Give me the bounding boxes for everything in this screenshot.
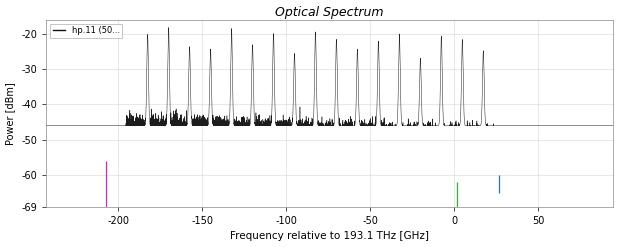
X-axis label: Frequency relative to 193.1 THz [GHz]: Frequency relative to 193.1 THz [GHz]: [230, 231, 429, 242]
Title: Optical Spectrum: Optical Spectrum: [275, 5, 384, 19]
Legend: hp.11 (50...: hp.11 (50...: [50, 24, 123, 38]
Y-axis label: Power [dBm]: Power [dBm]: [6, 82, 15, 145]
